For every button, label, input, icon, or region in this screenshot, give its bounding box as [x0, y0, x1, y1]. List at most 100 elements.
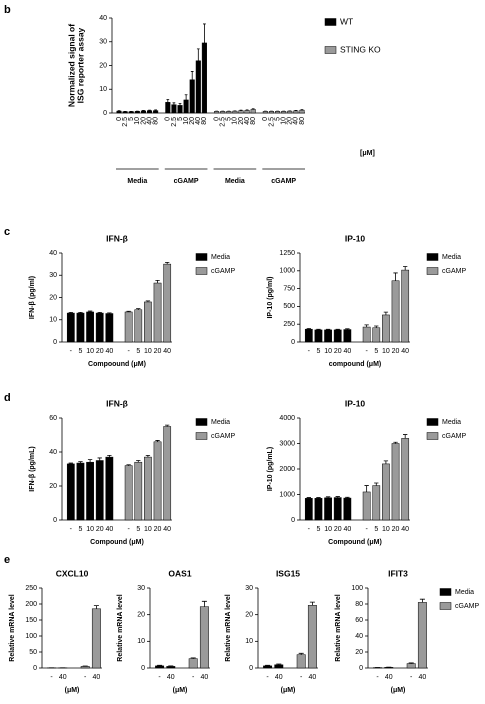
bar — [188, 658, 198, 669]
error-bar — [136, 460, 141, 463]
error-bar — [190, 71, 194, 80]
bar — [362, 491, 371, 521]
x-tick-label: 40 — [343, 526, 351, 533]
y-tick-label: 30 — [137, 585, 145, 592]
bar — [382, 463, 390, 521]
y-tick-label: 750 — [283, 285, 295, 292]
bar — [372, 485, 381, 521]
x-tick-label: 0 — [165, 117, 172, 121]
error-bar — [374, 482, 379, 486]
error-bar — [107, 455, 112, 458]
y-tick-label: 500 — [283, 303, 295, 310]
bar — [183, 99, 189, 114]
error-bar — [87, 459, 93, 463]
y-tick-label: 0 — [53, 517, 57, 524]
y-tick-label: 0 — [141, 665, 145, 672]
y-tick-label: 250 — [25, 585, 37, 592]
bar — [66, 312, 75, 343]
legend-swatch — [426, 253, 439, 261]
x-axis-label: Compoound (μM) — [88, 361, 146, 368]
bar — [287, 110, 293, 114]
error-bar — [97, 312, 102, 314]
bar — [116, 110, 122, 114]
x-tick-label: 40 — [105, 348, 113, 355]
x-tick-label: 2.5 — [268, 117, 275, 127]
bar — [189, 79, 195, 114]
x-tick-label: 20 — [287, 117, 294, 125]
panel-label: b — [4, 4, 11, 16]
x-tick-label: 40 — [343, 348, 351, 355]
error-bar — [78, 461, 83, 464]
bar — [95, 312, 104, 343]
bar — [263, 665, 273, 669]
legend-swatch — [195, 432, 208, 440]
error-bar — [306, 497, 311, 499]
x-tick-label: 5 — [79, 348, 83, 355]
bar — [166, 666, 176, 669]
y-tick-label: 1000 — [279, 491, 295, 498]
bar — [153, 110, 159, 114]
error-bar — [393, 441, 398, 444]
group-label: Media — [127, 178, 147, 185]
x-tick-label: 40 — [93, 674, 101, 681]
error-bar — [325, 496, 331, 498]
error-bar — [68, 462, 73, 464]
chart-title: OAS1 — [168, 568, 191, 578]
error-bar — [364, 324, 369, 328]
y-tick-label: 30 — [245, 585, 253, 592]
bar — [304, 328, 313, 343]
x-tick-label: - — [300, 674, 303, 681]
legend-label: Media — [442, 254, 461, 261]
x-tick-label: - — [266, 674, 269, 681]
x-tick-label: 20 — [189, 117, 196, 125]
x-tick-label: 40 — [401, 348, 409, 355]
bar — [314, 498, 323, 521]
error-bar — [87, 310, 93, 312]
y-axis-label: Relative mRNA level — [335, 594, 342, 661]
bar — [124, 465, 133, 521]
error-bar — [374, 325, 379, 328]
bar — [293, 110, 299, 114]
x-tick-label: 20 — [154, 348, 162, 355]
error-bar — [276, 663, 282, 665]
error-bar — [251, 108, 255, 110]
chart-title: IFN-β — [106, 398, 128, 408]
x-tick-label: 5 — [374, 526, 378, 533]
legend-label: cGAMP — [455, 603, 479, 610]
error-bar — [166, 99, 170, 103]
y-tick-label: 100 — [25, 633, 37, 640]
x-tick-label: 20 — [334, 348, 342, 355]
bar — [171, 104, 177, 114]
bar — [238, 110, 244, 114]
x-tick-label: - — [158, 674, 161, 681]
error-bar — [309, 601, 315, 606]
x-axis-label: (μM) — [173, 687, 188, 694]
x-tick-label: 40 — [385, 674, 393, 681]
x-tick-label: 80 — [250, 117, 257, 125]
x-tick-label: - — [365, 526, 368, 533]
x-tick-label: - — [308, 526, 311, 533]
y-tick-label: 150 — [25, 617, 37, 624]
error-bar — [172, 102, 176, 105]
x-tick-label: 0 — [116, 117, 123, 121]
x-tick-label: 40 — [59, 674, 67, 681]
panel-label: c — [4, 226, 10, 238]
error-bar — [165, 424, 170, 427]
x-tick-label: - — [50, 674, 53, 681]
bar — [343, 497, 352, 521]
x-tick-label: 10 — [183, 117, 190, 125]
y-tick-label: 0 — [249, 665, 253, 672]
y-tick-label: 20 — [49, 294, 57, 301]
error-bar — [419, 598, 425, 603]
y-tick-label: 10 — [99, 86, 107, 93]
legend-label: cGAMP — [442, 433, 466, 440]
legend-label: STING KO — [340, 44, 381, 54]
bar — [163, 426, 172, 521]
y-tick-label: 0 — [33, 665, 37, 672]
chart-title: IP-10 — [345, 398, 366, 408]
bar — [124, 311, 133, 343]
x-tick-label: 10 — [86, 348, 94, 355]
error-bar — [345, 328, 350, 330]
legend-swatch — [195, 253, 208, 261]
